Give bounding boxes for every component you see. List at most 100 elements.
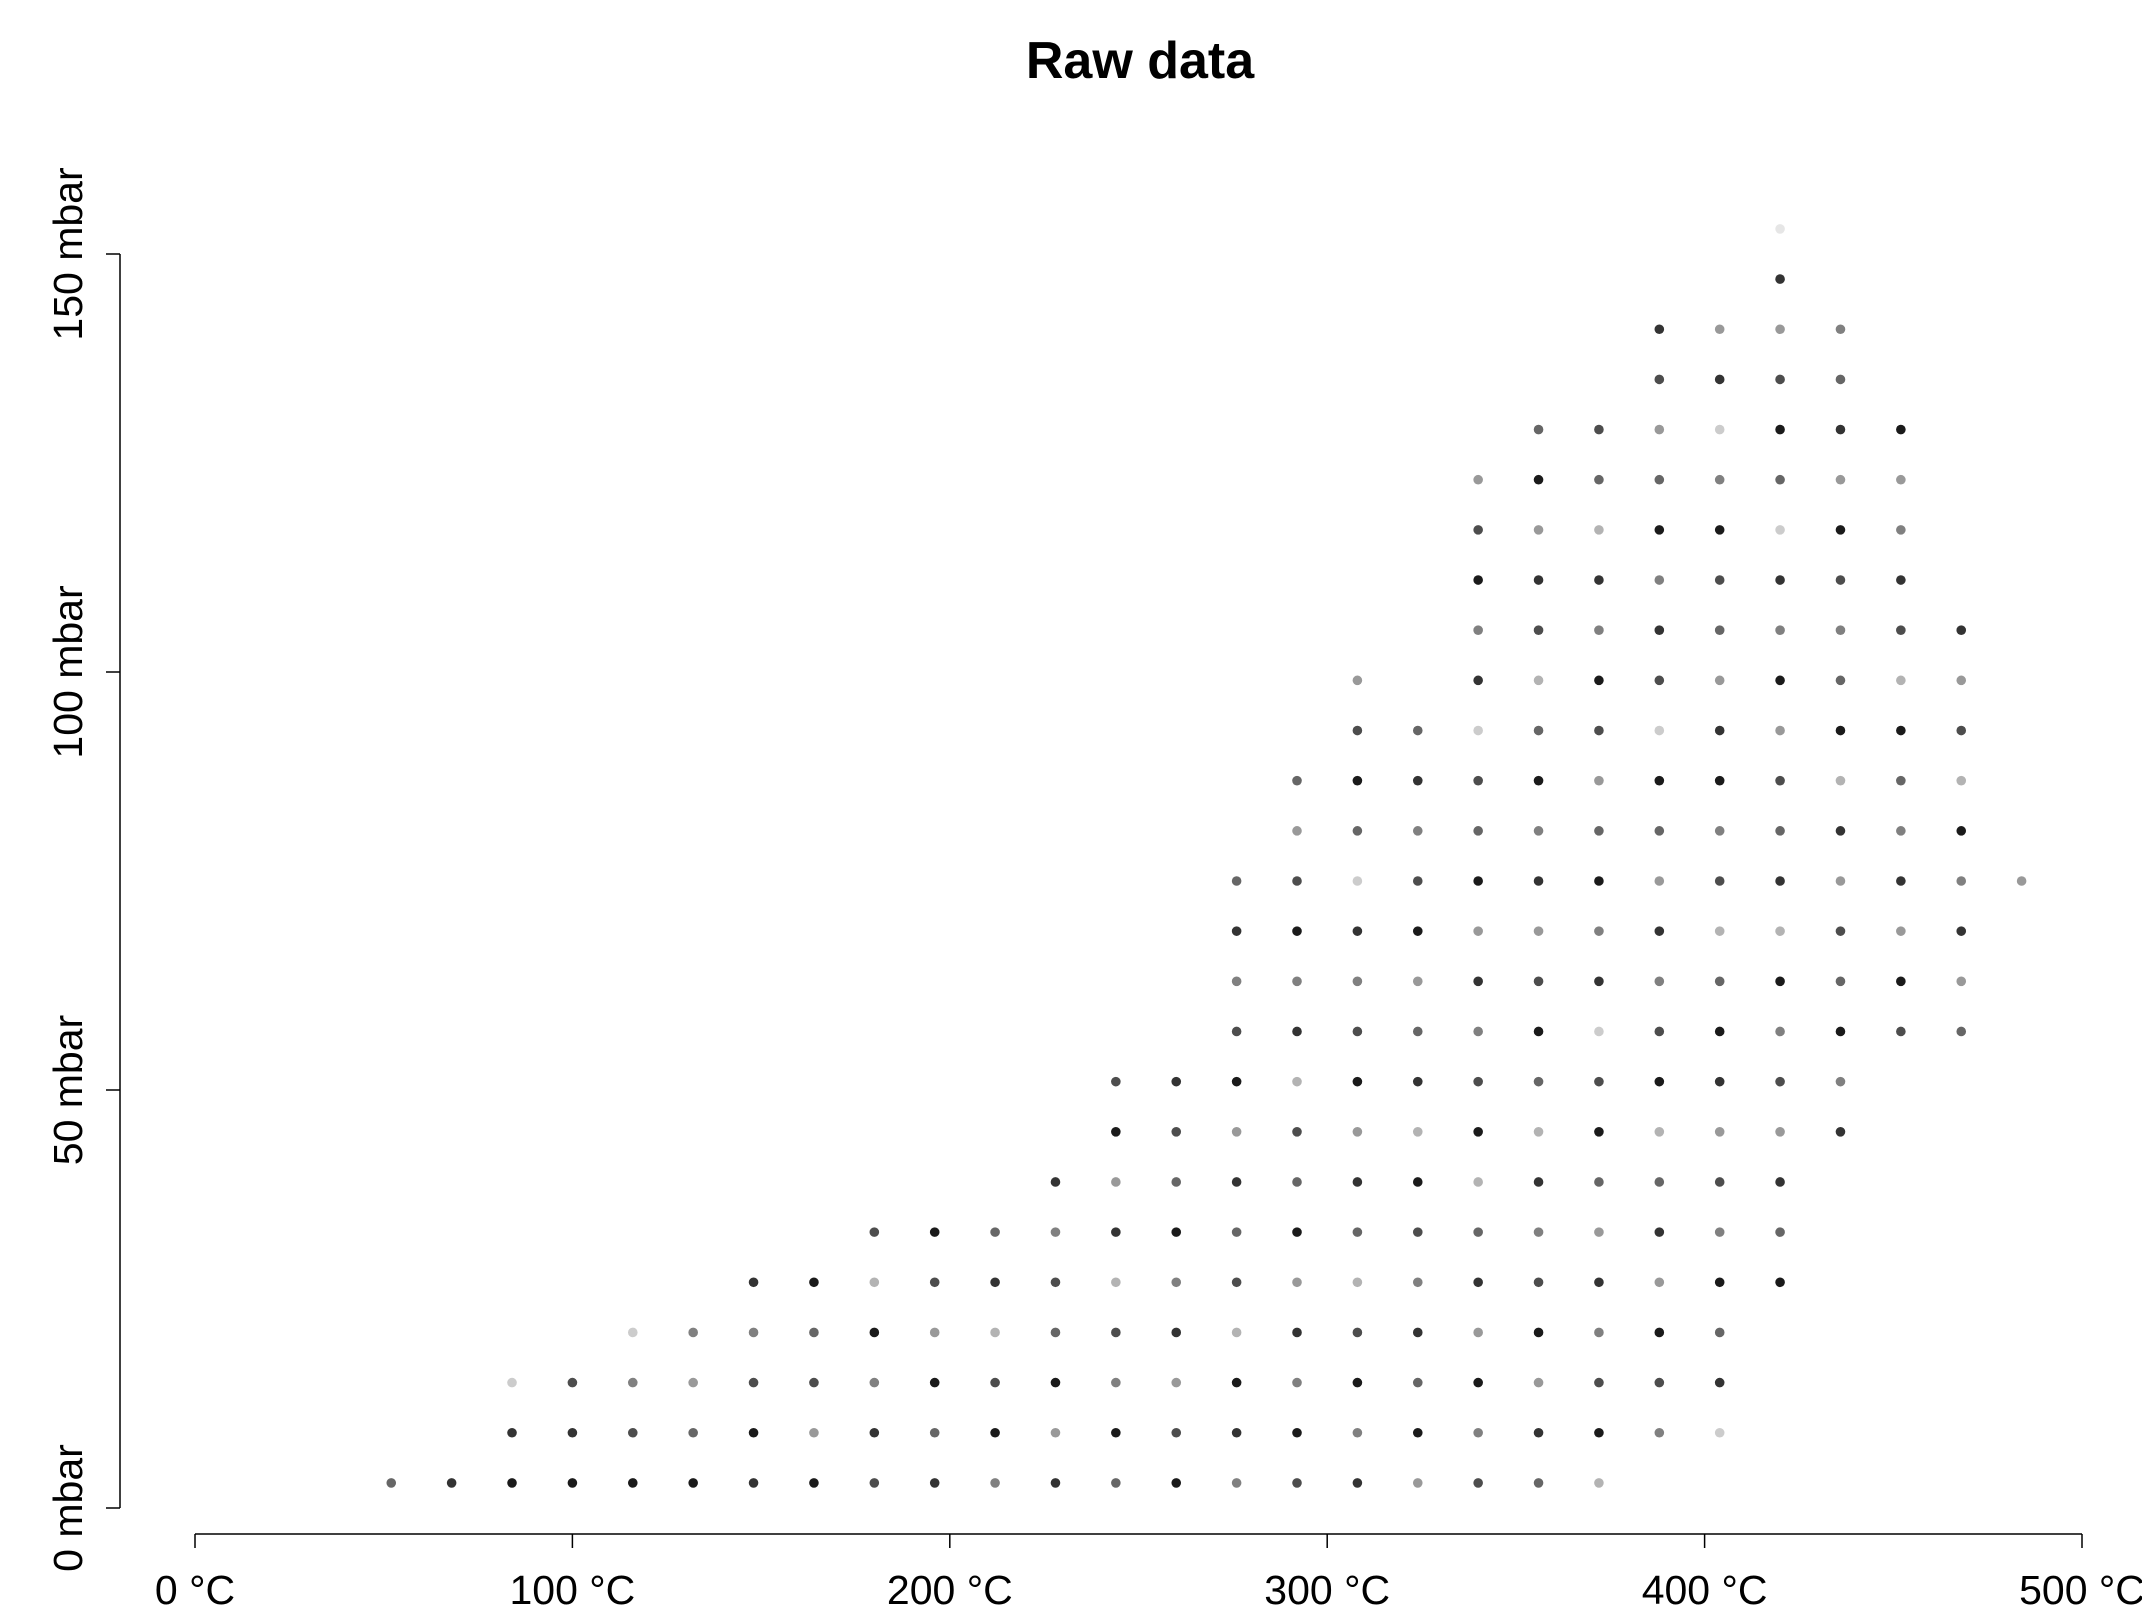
point [1654,876,1665,886]
point [1473,1377,1483,1388]
point [1111,1177,1121,1187]
point [1352,926,1363,936]
point [1956,1026,1967,1037]
point [990,1478,1000,1488]
point [1533,1026,1544,1037]
point [507,1478,517,1488]
point [1896,1026,1906,1037]
point [1473,876,1483,886]
point [1835,324,1846,335]
point [1594,1076,1604,1087]
point [1412,1327,1423,1338]
point [1412,1377,1423,1388]
point [386,1478,397,1488]
point [1533,424,1544,435]
point [1533,1076,1544,1087]
point [1533,1127,1544,1137]
point [1835,775,1846,786]
point [1654,1177,1665,1187]
point [809,1277,819,1288]
point [1171,1478,1182,1488]
point [1714,675,1725,686]
point [1292,1026,1302,1037]
point [1171,1327,1182,1338]
point [1111,1127,1121,1137]
point [1654,1076,1665,1087]
point [990,1227,1000,1237]
point [567,1478,578,1488]
point [1775,625,1785,635]
point [1714,474,1725,485]
point [1956,775,1967,786]
point [567,1377,578,1388]
point [1714,625,1725,635]
point [1835,525,1846,535]
point [869,1478,880,1488]
point [1292,1377,1302,1388]
point [1594,1377,1604,1388]
point [1654,1427,1665,1438]
point [1775,224,1785,234]
point [1835,725,1846,736]
point [1231,1377,1242,1388]
point [627,1327,638,1338]
point [1594,525,1604,535]
point [1231,1427,1242,1438]
point [1412,1026,1423,1037]
point [990,1277,1000,1288]
point [1533,625,1544,635]
point [1835,424,1846,435]
point [1835,675,1846,686]
chart-title: Raw data [1026,32,1255,90]
point [1775,1177,1785,1187]
point [1473,575,1483,585]
point [1352,1327,1363,1338]
point [929,1478,940,1488]
point [1473,826,1483,836]
point [1654,324,1665,335]
point [1654,1327,1665,1338]
point [1533,575,1544,585]
point [1896,474,1906,485]
point [1896,725,1906,736]
point [1533,1427,1544,1438]
point [1775,474,1785,485]
point [748,1377,759,1388]
point [1412,976,1423,987]
point [1171,1227,1182,1237]
point [1775,826,1785,836]
point [1171,1127,1182,1137]
point [1896,976,1906,987]
point [1473,775,1483,786]
point [507,1427,517,1438]
point [1654,1377,1665,1388]
point [1292,826,1302,836]
point [1775,775,1785,786]
point [1714,525,1725,535]
point [1292,1427,1302,1438]
point [1473,525,1483,535]
point [869,1277,880,1288]
point [809,1377,819,1388]
point [1956,625,1967,635]
point [1654,976,1665,987]
point [627,1427,638,1438]
point [929,1377,940,1388]
point [1896,926,1906,936]
point [1594,976,1604,987]
point [1352,1026,1363,1037]
point [1412,1227,1423,1237]
point [1714,324,1725,335]
point [1352,1377,1363,1388]
point [1533,775,1544,786]
point [1292,775,1302,786]
point [1714,1227,1725,1237]
point [1050,1227,1061,1237]
point [1412,725,1423,736]
point [1473,725,1483,736]
point [1050,1277,1061,1288]
point [809,1327,819,1338]
point [507,1377,517,1388]
point [1533,1478,1544,1488]
point [1111,1076,1121,1087]
